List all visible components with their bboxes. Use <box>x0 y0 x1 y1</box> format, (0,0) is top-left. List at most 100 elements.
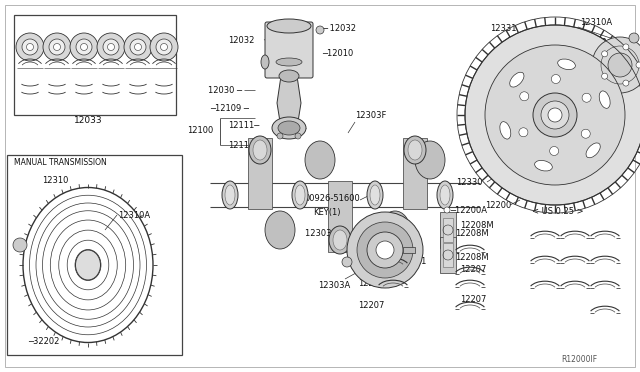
Ellipse shape <box>253 140 267 160</box>
Text: < US 0.25 >: < US 0.25 > <box>532 206 584 215</box>
Circle shape <box>465 25 640 205</box>
Ellipse shape <box>267 19 311 33</box>
Ellipse shape <box>437 181 453 209</box>
Circle shape <box>592 37 640 93</box>
Text: 13021: 13021 <box>400 257 426 266</box>
Text: 12303A: 12303A <box>318 280 350 289</box>
Circle shape <box>134 44 141 51</box>
Ellipse shape <box>76 250 100 280</box>
Circle shape <box>623 80 629 86</box>
Ellipse shape <box>509 72 524 87</box>
Text: 12032: 12032 <box>228 35 254 45</box>
Circle shape <box>519 128 528 137</box>
Text: 12207: 12207 <box>460 266 486 275</box>
Circle shape <box>108 44 115 51</box>
Text: 12303 ─: 12303 ─ <box>305 228 339 237</box>
Bar <box>7 155 182 355</box>
Circle shape <box>97 33 125 61</box>
Text: KEY(1): KEY(1) <box>313 208 340 217</box>
Circle shape <box>161 44 168 51</box>
Circle shape <box>582 93 591 102</box>
Circle shape <box>16 33 44 61</box>
Circle shape <box>156 39 172 55</box>
Circle shape <box>550 147 559 155</box>
Circle shape <box>54 44 61 51</box>
Ellipse shape <box>415 141 445 179</box>
Circle shape <box>444 207 450 213</box>
Ellipse shape <box>380 211 410 249</box>
Circle shape <box>26 44 33 51</box>
Circle shape <box>533 93 577 137</box>
Text: 12200: 12200 <box>485 201 511 209</box>
Ellipse shape <box>367 181 383 209</box>
Ellipse shape <box>305 141 335 179</box>
Ellipse shape <box>249 136 271 164</box>
Bar <box>440 212 456 248</box>
Ellipse shape <box>500 122 511 139</box>
Circle shape <box>342 257 352 267</box>
Ellipse shape <box>276 58 302 66</box>
Circle shape <box>357 222 413 278</box>
Bar <box>248 138 272 209</box>
Polygon shape <box>277 76 301 128</box>
Text: 12111─: 12111─ <box>228 141 259 150</box>
Ellipse shape <box>333 230 347 250</box>
Text: MANUAL TRANSMISSION: MANUAL TRANSMISSION <box>14 157 107 167</box>
Circle shape <box>629 33 639 43</box>
Ellipse shape <box>272 117 306 139</box>
Ellipse shape <box>370 185 380 205</box>
Text: R12000IF: R12000IF <box>561 356 597 365</box>
Text: ─32202: ─32202 <box>28 337 60 346</box>
Circle shape <box>636 62 640 68</box>
Ellipse shape <box>279 70 299 82</box>
Text: 12207: 12207 <box>358 301 385 310</box>
Circle shape <box>520 92 529 101</box>
Ellipse shape <box>586 143 600 158</box>
Circle shape <box>43 33 71 61</box>
Text: ─12200A: ─12200A <box>450 205 487 215</box>
Ellipse shape <box>404 136 426 164</box>
Circle shape <box>76 39 92 55</box>
Text: 12033: 12033 <box>74 115 102 125</box>
Circle shape <box>22 39 38 55</box>
Circle shape <box>13 238 27 252</box>
Text: 12100: 12100 <box>187 125 213 135</box>
Circle shape <box>277 133 283 139</box>
Ellipse shape <box>599 91 610 108</box>
Circle shape <box>49 39 65 55</box>
Text: ─12010: ─12010 <box>322 48 353 58</box>
Text: 12030 ─: 12030 ─ <box>208 86 242 94</box>
Text: 12207S: 12207S <box>539 192 571 202</box>
Bar <box>14 15 176 115</box>
Text: 12310A: 12310A <box>118 211 150 219</box>
Circle shape <box>316 26 324 34</box>
Circle shape <box>602 73 607 79</box>
Text: 12207: 12207 <box>460 295 486 305</box>
Bar <box>328 181 352 252</box>
Circle shape <box>150 33 178 61</box>
Bar <box>443 218 453 242</box>
Text: 12303F: 12303F <box>355 110 387 119</box>
Ellipse shape <box>265 211 295 249</box>
Text: ─12109 ─: ─12109 ─ <box>210 103 249 112</box>
Circle shape <box>367 232 403 268</box>
Text: 12331: 12331 <box>490 23 516 32</box>
Text: 12208M: 12208M <box>455 253 488 263</box>
Circle shape <box>602 51 607 57</box>
Text: 12207: 12207 <box>358 279 385 288</box>
Circle shape <box>81 44 88 51</box>
Ellipse shape <box>295 185 305 205</box>
Ellipse shape <box>329 226 351 254</box>
Circle shape <box>541 101 569 129</box>
Ellipse shape <box>534 160 552 171</box>
Circle shape <box>103 39 119 55</box>
Circle shape <box>347 212 423 288</box>
Text: 12208M: 12208M <box>460 221 493 230</box>
Text: ─ 12032: ─ 12032 <box>322 23 356 32</box>
Circle shape <box>130 39 146 55</box>
Ellipse shape <box>225 185 235 205</box>
Text: 00926-51600: 00926-51600 <box>305 193 361 202</box>
Circle shape <box>623 44 629 50</box>
Text: 12111─: 12111─ <box>228 121 259 129</box>
FancyBboxPatch shape <box>265 22 313 78</box>
